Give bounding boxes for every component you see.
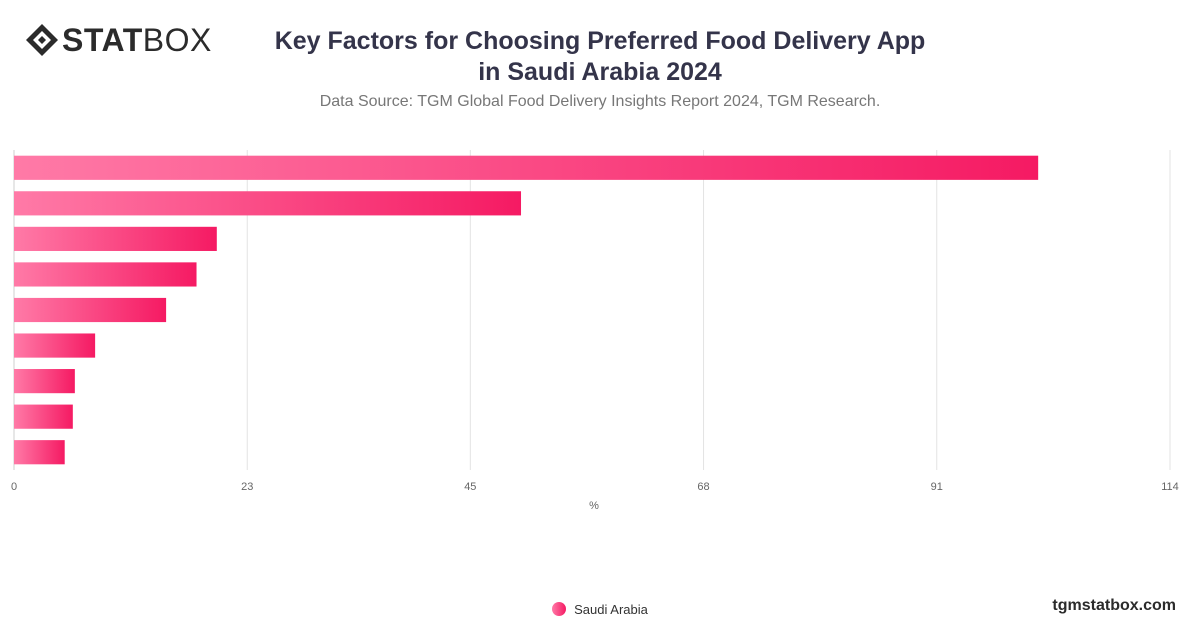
bar-6[interactable] — [14, 333, 96, 358]
site-url: tgmstatbox.com — [1052, 597, 1176, 614]
x-tick-label: 45 — [464, 481, 476, 493]
diamond-icon — [26, 24, 58, 56]
bar-2[interactable] — [14, 191, 522, 216]
chart-title-line1: Key Factors for Choosing Preferred Food … — [274, 27, 926, 55]
legend-label: Saudi Arabia — [574, 602, 648, 617]
chart-title-line2: in Saudi Arabia 2024 — [478, 58, 722, 86]
bar-chart: 0 23 45 68 91 114 % — [11, 150, 1179, 512]
x-tick-label: 114 — [1161, 481, 1179, 493]
x-tick-label: 91 — [931, 481, 943, 493]
x-tick-label: 68 — [697, 481, 709, 493]
bars — [14, 155, 1039, 465]
bar-1[interactable] — [14, 155, 1039, 180]
bar-4[interactable] — [14, 262, 197, 287]
chart-subtitle: Data Source: TGM Global Food Delivery In… — [319, 93, 881, 110]
bar-9[interactable] — [14, 440, 65, 465]
x-axis-label: % — [589, 500, 599, 512]
legend[interactable]: Saudi Arabia — [0, 602, 1200, 617]
bar-3[interactable] — [14, 226, 217, 251]
chart-title: Key Factors for Choosing Preferred Food … — [230, 26, 970, 88]
legend-swatch — [552, 602, 567, 616]
statbox-logo — [24, 22, 234, 58]
logo-bold-text: STAT — [62, 22, 143, 58]
x-axis-ticks: 0 23 45 68 91 114 — [11, 481, 1179, 493]
x-tick-label: 23 — [241, 481, 253, 493]
bar-5[interactable] — [14, 297, 167, 323]
bar-7[interactable] — [14, 369, 75, 394]
logo-light-text: BOX — [142, 22, 212, 58]
logo-text: STATBOX — [62, 22, 212, 58]
bar-8[interactable] — [14, 404, 73, 429]
x-tick-label: 0 — [11, 481, 17, 493]
